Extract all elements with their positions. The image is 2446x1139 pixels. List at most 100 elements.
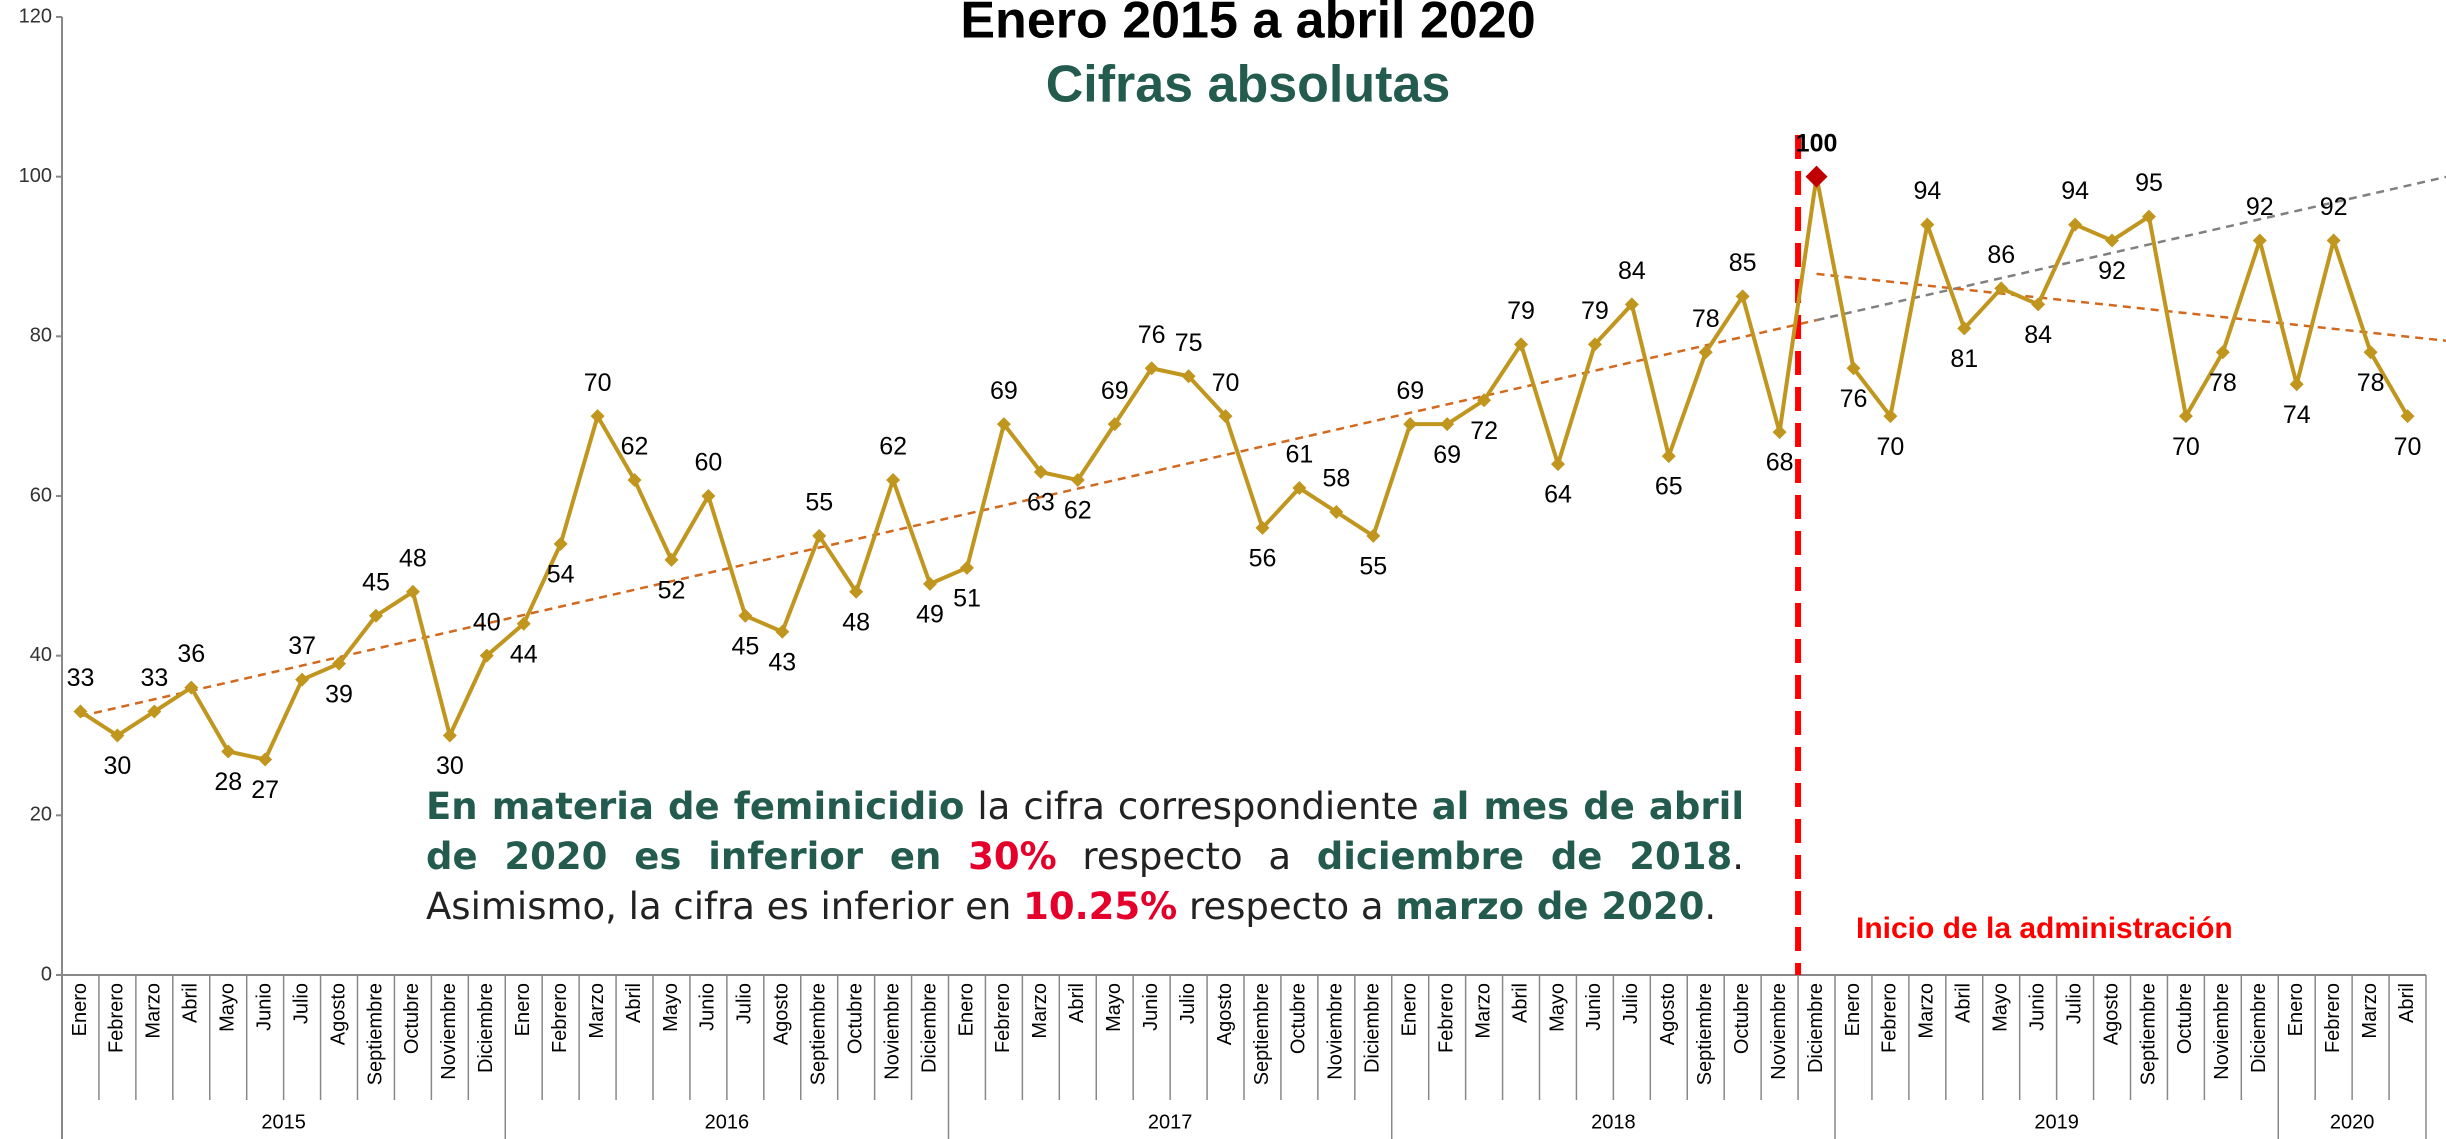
- data-label: 86: [1987, 241, 2015, 269]
- x-tick-label: Marzo: [2359, 983, 2381, 1039]
- x-tick-label: Mayo: [660, 983, 682, 1032]
- x-tick-label: Julio: [290, 983, 312, 1024]
- x-tick-label: Marzo: [1472, 983, 1494, 1039]
- data-label: 70: [584, 369, 612, 397]
- point-marker: [405, 584, 420, 599]
- data-label: 48: [842, 608, 870, 636]
- point-marker: [295, 672, 310, 687]
- annotation-text: .: [1704, 885, 1717, 928]
- year-label: 2017: [1148, 1111, 1193, 1133]
- data-label: 40: [473, 608, 501, 636]
- data-label: 62: [879, 433, 907, 461]
- point-marker: [1144, 361, 1159, 376]
- data-label: 63: [1027, 489, 1055, 517]
- data-label: 27: [251, 776, 279, 804]
- year-label: 2020: [2330, 1111, 2375, 1133]
- point-marker: [2141, 209, 2156, 224]
- data-label: 76: [1840, 385, 1868, 413]
- annotation-text: . Asimismo, la cifra es inferior en: [426, 835, 1744, 928]
- data-label: 36: [177, 640, 205, 668]
- y-tick-label: 120: [19, 5, 52, 27]
- x-tick-label: Julio: [2063, 983, 2085, 1024]
- x-tick-label: Marzo: [143, 983, 165, 1039]
- y-tick-label: 40: [30, 644, 52, 666]
- x-tick-label: Agosto: [771, 983, 793, 1045]
- x-tick-label: Abril: [623, 983, 645, 1023]
- x-tick-label: Mayo: [1990, 983, 2012, 1032]
- point-marker: [516, 616, 531, 631]
- point-marker: [184, 680, 199, 695]
- data-label: 74: [2283, 401, 2311, 429]
- data-label: 30: [104, 752, 132, 780]
- x-tick-label: Abril: [1953, 983, 1975, 1023]
- annotation-text: diciembre de 2018: [1316, 835, 1733, 878]
- data-label: 70: [1212, 369, 1240, 397]
- point-marker: [1624, 297, 1639, 312]
- y-tick-label: 80: [30, 325, 52, 347]
- data-label: 43: [768, 648, 796, 676]
- x-tick-label: Octubre: [401, 983, 423, 1054]
- data-label: 81: [1950, 345, 1978, 373]
- point-marker: [701, 489, 716, 503]
- data-label: 49: [916, 600, 944, 628]
- x-tick-label: Abril: [1066, 983, 1088, 1023]
- x-tick-label: Junio: [1583, 983, 1605, 1031]
- x-tick-label: Agosto: [1657, 983, 1679, 1045]
- x-tick-label: Enero: [512, 983, 534, 1036]
- x-tick-label: Junio: [1140, 983, 1162, 1031]
- annotation-text: la cifra correspondiente: [964, 785, 1432, 828]
- x-tick-label: Septiembre: [808, 983, 830, 1085]
- point-marker: [1366, 528, 1381, 543]
- point-marker: [479, 648, 494, 663]
- x-tick-label: Junio: [253, 983, 275, 1031]
- data-label: 79: [1507, 297, 1535, 325]
- data-label: 75: [1175, 329, 1203, 357]
- x-tick-label: Diciembre: [918, 983, 940, 1073]
- annotation-text: En materia de feminicidio: [426, 785, 965, 828]
- data-label: 69: [990, 377, 1018, 405]
- point-marker: [1329, 504, 1344, 519]
- point-marker: [849, 584, 864, 599]
- x-tick-label: Marzo: [586, 983, 608, 1039]
- point-marker: [1218, 409, 1233, 424]
- point-marker: [258, 752, 273, 767]
- data-label: 54: [547, 561, 575, 589]
- point-marker: [368, 608, 383, 623]
- x-tick-label: Octubre: [1731, 983, 1753, 1054]
- point-marker: [1772, 425, 1787, 440]
- point-marker: [1735, 289, 1750, 304]
- trend-line: [1816, 272, 2446, 342]
- data-label: 33: [67, 664, 95, 692]
- point-marker: [2105, 233, 2120, 248]
- point-marker: [2252, 233, 2267, 248]
- data-label: 48: [399, 544, 427, 572]
- point-marker: [775, 624, 790, 639]
- point-marker: [1477, 393, 1492, 408]
- point-marker: [590, 409, 605, 424]
- chart-subtitle: Cifras absolutas: [1046, 56, 1451, 114]
- annotation-text: respecto a: [1056, 835, 1317, 878]
- x-tick-label: Noviembre: [438, 983, 460, 1080]
- data-label: 92: [2320, 193, 2348, 221]
- point-marker: [2363, 345, 2378, 360]
- point-marker: [1550, 457, 1565, 472]
- y-tick-label: 100: [19, 165, 52, 187]
- data-label: 65: [1655, 473, 1683, 501]
- x-tick-label: Octubre: [1288, 983, 1310, 1054]
- x-tick-label: Noviembre: [1768, 983, 1790, 1080]
- point-marker: [1587, 337, 1602, 352]
- data-label: 62: [1064, 497, 1092, 525]
- point-marker: [2326, 233, 2341, 248]
- point-marker: [738, 608, 753, 623]
- x-tick-label: Diciembre: [475, 983, 497, 1073]
- x-tick-label: Diciembre: [1805, 983, 1827, 1073]
- data-label: 100: [1796, 129, 1838, 157]
- x-tick-label: Enero: [1399, 983, 1421, 1036]
- data-label: 70: [1877, 433, 1905, 461]
- trend-line: [80, 318, 1817, 718]
- data-label: 55: [805, 489, 833, 517]
- data-label: 92: [2098, 257, 2126, 285]
- point-marker: [1033, 465, 1048, 480]
- point-marker: [959, 560, 974, 575]
- point-marker: [221, 744, 236, 759]
